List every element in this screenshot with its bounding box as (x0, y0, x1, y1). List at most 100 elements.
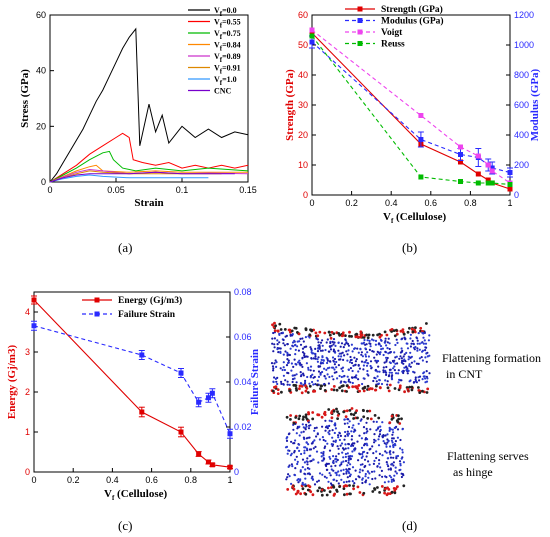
atom (418, 342, 421, 345)
atom (354, 478, 358, 481)
atom (304, 468, 307, 471)
atom (307, 368, 310, 371)
atom (342, 456, 345, 459)
series-line (49, 174, 209, 183)
atom (408, 380, 411, 383)
atom (391, 428, 394, 431)
atom (308, 336, 311, 339)
atom (347, 425, 351, 429)
atom (351, 450, 354, 453)
atom (320, 455, 323, 458)
atom (324, 429, 327, 432)
atom (396, 454, 400, 458)
atom (328, 375, 331, 379)
atom (357, 384, 361, 387)
atom (274, 359, 277, 362)
atom (337, 364, 340, 367)
atom (347, 380, 350, 383)
atom (361, 387, 365, 390)
atom (319, 384, 323, 388)
atom (347, 386, 351, 389)
atom (340, 389, 344, 393)
atom (282, 361, 285, 364)
atom (317, 375, 321, 378)
atom (349, 355, 352, 359)
atom (371, 477, 374, 481)
atom (328, 345, 331, 348)
atom (286, 476, 289, 479)
atom (418, 357, 421, 360)
atom (298, 359, 301, 362)
atom (392, 444, 395, 447)
atom (294, 343, 297, 346)
atom (288, 328, 292, 332)
atom (301, 365, 304, 368)
atom (336, 414, 340, 417)
atom (299, 337, 302, 340)
atom (341, 370, 344, 373)
atom (373, 441, 376, 444)
atom (349, 458, 352, 461)
atom (346, 430, 349, 433)
atom (323, 457, 326, 460)
atom (283, 368, 286, 372)
atom (325, 464, 328, 468)
atom (384, 434, 387, 437)
y-axis-label: Stress (GPa) (19, 69, 31, 128)
atom (300, 431, 303, 434)
atom (345, 341, 348, 344)
atom (397, 414, 400, 417)
atom (304, 381, 307, 384)
atom (308, 382, 311, 385)
atom (305, 362, 308, 365)
atom (378, 386, 382, 389)
atom (380, 382, 384, 386)
atom (286, 488, 290, 491)
atom (391, 462, 394, 465)
atom (319, 349, 323, 352)
atom (387, 440, 390, 443)
atom (284, 350, 287, 353)
atom (317, 461, 320, 464)
atom (290, 440, 293, 443)
atom (319, 361, 323, 364)
legend-label: Vf=1.0 (214, 75, 237, 87)
atom (335, 471, 338, 474)
atom (387, 468, 390, 471)
atom (308, 485, 312, 489)
atom (361, 452, 364, 456)
atom (349, 412, 353, 416)
caption-a: (a) (118, 240, 133, 255)
atom (377, 416, 381, 420)
atom (379, 338, 382, 341)
x-tick-label: 0.2 (67, 475, 80, 485)
atom (423, 375, 426, 378)
atom (353, 356, 356, 359)
atom (296, 427, 299, 430)
atom (385, 451, 388, 454)
atom (299, 492, 302, 496)
atom (402, 474, 405, 477)
atom (337, 436, 340, 439)
atom (388, 429, 391, 432)
atom (362, 342, 365, 345)
atom (352, 424, 355, 427)
atom (290, 362, 293, 365)
atom (407, 369, 410, 372)
atom (396, 341, 399, 344)
legend-label: Vf=0.75 (214, 29, 241, 41)
atom (362, 364, 365, 367)
atom (327, 486, 330, 490)
atom (388, 426, 391, 429)
atom (318, 486, 321, 490)
atom (332, 359, 335, 362)
atom (322, 454, 325, 457)
y-tick-label: 60 (298, 10, 308, 20)
atom (298, 414, 302, 418)
x-tick-label: 0 (47, 185, 52, 195)
atom (361, 478, 364, 481)
atom (360, 360, 364, 363)
atom (396, 428, 400, 431)
legend-label: Vf=0.84 (214, 41, 241, 53)
atom (362, 491, 366, 495)
